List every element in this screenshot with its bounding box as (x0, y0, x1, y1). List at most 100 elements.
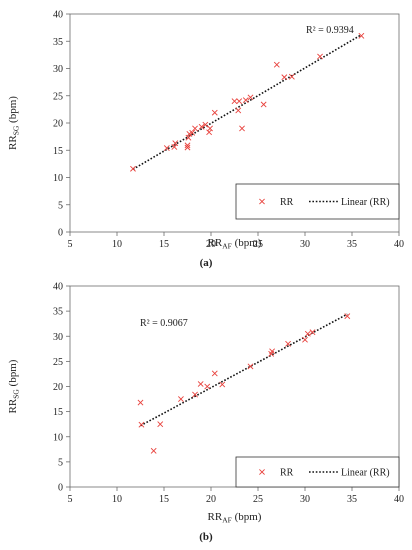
data-point-stroke (211, 109, 218, 116)
data-point-stroke (204, 383, 211, 390)
data-point-stroke (260, 101, 267, 108)
data-point (189, 129, 196, 136)
x-axis-label-subscript: AF (222, 242, 232, 251)
y-tick-label: 0 (58, 483, 63, 494)
panel-label: (a) (200, 257, 213, 269)
data-point-stroke (137, 399, 144, 406)
x-tick-label: 10 (112, 239, 122, 250)
data-point-stroke (344, 313, 351, 320)
data-point (235, 107, 242, 114)
data-point-stroke (198, 123, 205, 130)
y-tick-label: 30 (53, 64, 63, 75)
data-point-stroke (171, 144, 178, 150)
data-point-stroke (185, 134, 192, 141)
y-tick-label: 35 (53, 37, 63, 48)
x-tick-label: 40 (394, 239, 404, 250)
data-point-stroke (150, 447, 157, 454)
data-point (178, 396, 184, 402)
x-tick-label: 25 (253, 239, 263, 250)
r-squared-annotation: R² = 0.9067 (140, 318, 188, 329)
y-tick-label: 25 (53, 357, 63, 368)
data-point-stroke (219, 381, 226, 388)
data-point-stroke (172, 140, 179, 147)
x-tick-label: 20 (206, 494, 216, 505)
y-tick-label: 10 (53, 432, 63, 443)
y-tick-label: 10 (53, 173, 63, 184)
data-point-stroke (130, 165, 136, 172)
data-point (207, 125, 213, 132)
data-point (202, 121, 209, 128)
data-point (150, 447, 157, 454)
data-point-stroke (247, 363, 254, 370)
x-tick-label: 15 (159, 494, 169, 505)
data-point-stroke (285, 340, 291, 347)
legend-marker (259, 469, 265, 475)
x-tick-label: 10 (112, 494, 122, 505)
data-point (198, 123, 205, 130)
data-point (204, 383, 211, 390)
x-tick-label: 30 (300, 494, 310, 505)
y-tick-label: 35 (53, 307, 63, 318)
x-tick-label: 30 (300, 239, 310, 250)
data-point (239, 125, 245, 132)
y-tick-label: 5 (58, 457, 63, 468)
legend-entry-label: Linear (RR) (341, 197, 390, 208)
y-tick-label: 30 (53, 332, 63, 343)
data-point-stroke (211, 370, 218, 377)
y-axis-label: RRSG (bpm) (7, 359, 21, 413)
data-point-stroke (242, 97, 249, 104)
r-squared-annotation: R² = 0.9394 (306, 25, 354, 36)
trendline (140, 313, 348, 427)
data-point (242, 97, 249, 104)
data-point (157, 421, 164, 428)
data-point-stroke (235, 107, 242, 114)
y-axis-label-unit: (bpm) (7, 359, 19, 389)
y-axis-label-main: RR (7, 398, 19, 413)
data-point-stroke (202, 121, 209, 128)
legend-entry-label: Linear (RR) (341, 468, 390, 479)
data-point (260, 101, 267, 108)
x-axis-label-subscript: AF (222, 516, 232, 525)
data-point-stroke (281, 74, 288, 81)
x-tick-label: 5 (68, 494, 73, 505)
y-tick-label: 25 (53, 91, 63, 102)
legend-entry-label: RR (280, 468, 294, 479)
x-tick-label: 15 (159, 239, 169, 250)
data-point (211, 370, 218, 377)
x-tick-label: 5 (68, 239, 73, 250)
x-tick-label: 20 (206, 239, 216, 250)
data-point-stroke (288, 73, 295, 80)
data-point-stroke (197, 381, 204, 387)
data-point (247, 94, 254, 101)
y-tick-label: 5 (58, 200, 63, 211)
data-point-stroke (247, 94, 254, 101)
data-point (358, 32, 365, 39)
x-axis-label-main: RR (208, 511, 223, 523)
data-point (219, 381, 226, 388)
data-point-stroke (184, 144, 191, 151)
data-point (247, 363, 254, 370)
data-point (281, 74, 288, 81)
data-point-stroke (231, 98, 238, 105)
x-tick-label: 35 (347, 239, 357, 250)
y-axis-label-unit: (bpm) (7, 96, 19, 126)
data-point (137, 399, 144, 406)
panel-label: (b) (199, 531, 213, 543)
x-tick-label: 25 (253, 494, 263, 505)
data-point-stroke (192, 391, 198, 398)
data-point (211, 109, 218, 116)
y-axis-label-subscript: SG (12, 125, 21, 135)
data-point (288, 73, 295, 80)
y-axis-label-main: RR (7, 135, 19, 150)
legend-marker (259, 198, 265, 205)
data-point (309, 329, 316, 336)
legend-entry-label: RR (280, 197, 294, 208)
legend-box (235, 456, 400, 488)
y-tick-label: 15 (53, 146, 63, 157)
data-point (138, 421, 145, 428)
data-point (206, 129, 213, 136)
